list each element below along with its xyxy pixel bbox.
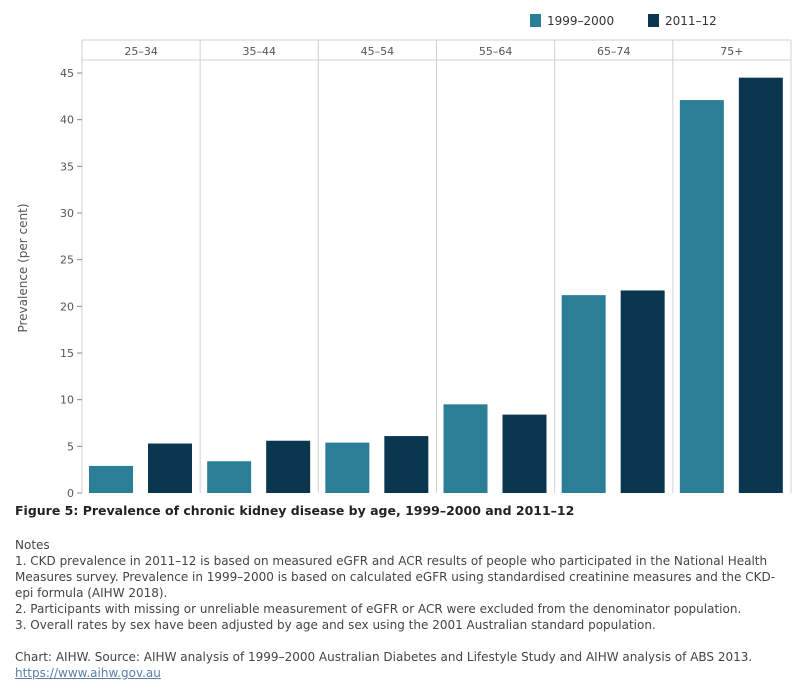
bar: [738, 77, 783, 494]
y-tick-label: 45: [60, 67, 74, 80]
y-tick-label: 35: [60, 160, 74, 173]
bar: [679, 100, 724, 494]
bar: [207, 461, 252, 493]
note-2: 2. Participants with missing or unreliab…: [15, 602, 742, 616]
y-tick-label: 40: [60, 114, 74, 127]
y-tick-label: 5: [67, 440, 74, 453]
y-axis-title: Prevalence (per cent): [16, 203, 30, 332]
bar-chart: 1999–2000 2011–12 25–34 35–44 45–54 55–64 65–…: [16, 14, 792, 500]
bars: [89, 77, 783, 494]
note-1: 1. CKD prevalence in 2011–12 is based on…: [15, 554, 776, 600]
age-group-label: 75+: [720, 45, 743, 58]
figure-caption: Figure 5: Prevalence of chronic kidney d…: [15, 503, 575, 518]
age-group-label: 25–34: [124, 45, 158, 58]
bar: [384, 436, 429, 493]
bar: [620, 290, 665, 493]
y-tick-label: 15: [60, 347, 74, 360]
age-group-labels: 25–34 35–44 45–54 55–64 65–74 75+: [124, 45, 743, 58]
legend-label: 2011–12: [665, 14, 717, 28]
y-tick-label: 10: [60, 394, 74, 407]
y-tick-label: 25: [60, 254, 74, 267]
chart-footer: Figure 5: Prevalence of chronic kidney d…: [15, 503, 790, 681]
y-tick-label: 30: [60, 207, 74, 220]
bar: [266, 440, 311, 493]
bar: [443, 404, 488, 493]
bar: [502, 414, 547, 493]
bar: [561, 295, 606, 493]
y-axis: 0 5 10 15 20 25 30 35 40 45: [60, 67, 82, 500]
bar: [148, 443, 192, 493]
legend-label: 1999–2000: [547, 14, 614, 28]
chart-legend: 1999–2000 2011–12: [530, 14, 717, 28]
note-3: 3. Overall rates by sex have been adjust…: [15, 618, 656, 632]
age-group-label: 35–44: [243, 45, 277, 58]
bar: [89, 465, 133, 493]
source-text: Chart: AIHW. Source: AIHW analysis of 19…: [15, 650, 753, 664]
bar: [325, 442, 370, 493]
age-group-label: 55–64: [479, 45, 513, 58]
source-link[interactable]: https://www.aihw.gov.au: [15, 666, 161, 680]
legend-swatch: [648, 14, 659, 27]
y-tick-label: 0: [67, 487, 74, 500]
legend-swatch: [530, 14, 541, 27]
notes-heading: Notes: [15, 538, 50, 552]
age-group-label: 45–54: [361, 45, 395, 58]
y-tick-label: 20: [60, 300, 74, 313]
age-group-label: 65–74: [597, 45, 631, 58]
chart-frame: [81, 39, 792, 493]
